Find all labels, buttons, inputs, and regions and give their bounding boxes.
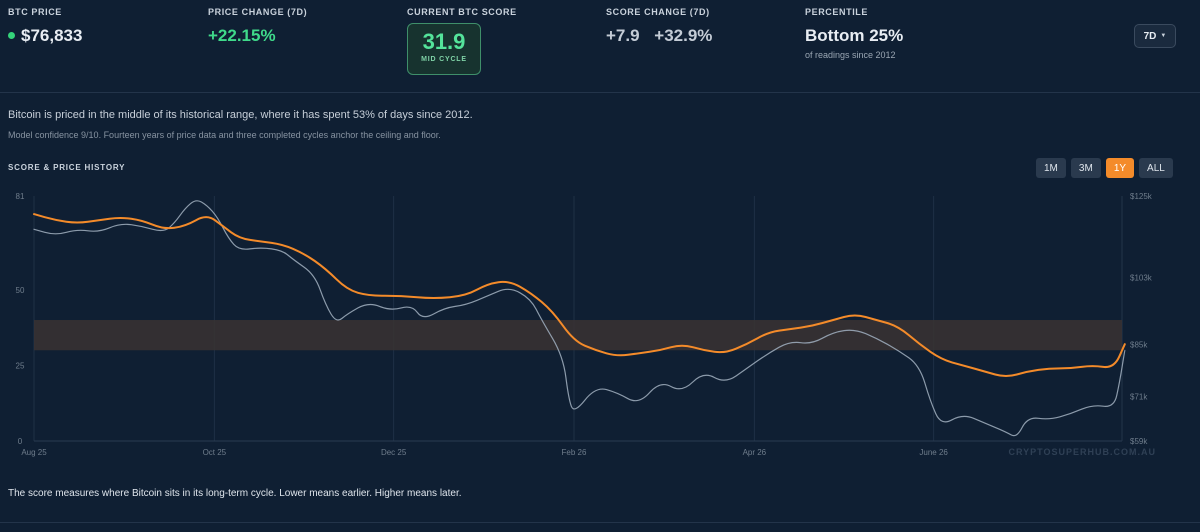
left-tick-label: 0: [18, 437, 23, 446]
score-change-value: +7.9 +32.9%: [606, 26, 712, 46]
range-button-3m[interactable]: 3M: [1070, 158, 1101, 178]
live-dot-icon: [8, 32, 15, 39]
btc-price-text: $76,833: [21, 26, 83, 45]
description-line2: Model confidence 9/10. Fourteen years of…: [8, 130, 441, 140]
range-button-1y[interactable]: 1Y: [1105, 158, 1135, 178]
right-tick-label: $125k: [1130, 192, 1153, 201]
period-dropdown-label: 7D: [1143, 30, 1157, 42]
percentile-sub: of readings since 2012: [805, 50, 896, 60]
range-button-all[interactable]: ALL: [1139, 158, 1173, 178]
range-button-1m[interactable]: 1M: [1036, 158, 1066, 178]
score-line: [33, 213, 1126, 377]
description-line1: Bitcoin is priced in the middle of its h…: [8, 109, 473, 121]
right-tick-label: $59k: [1130, 437, 1148, 446]
x-tick-label: June 26: [919, 448, 948, 457]
score-value: 31.9: [422, 29, 466, 54]
mid-cycle-band: [34, 320, 1122, 351]
percentile-label: PERCENTILE: [805, 7, 869, 17]
right-tick-label: $103k: [1130, 274, 1153, 283]
x-tick-label: Aug 25: [21, 448, 47, 457]
chevron-down-icon: ▼: [1160, 33, 1167, 39]
score-badge: 31.9 MID CYCLE: [407, 23, 481, 75]
divider-bottom: [0, 522, 1200, 523]
right-tick-label: $85k: [1130, 340, 1148, 349]
x-tick-label: Oct 25: [203, 448, 227, 457]
score-price-chart: 81 50 25 0 $125k $103k $85k $71k $59k Aug 25 Oct 2…: [16, 192, 1156, 457]
current-score-label: CURRENT BTC SCORE: [407, 7, 517, 17]
watermark-text: CRYPTOSUPERHUB.COM.AU: [1008, 447, 1156, 457]
x-tick-label: Dec 25: [381, 448, 407, 457]
score-change-label: SCORE CHANGE (7D): [606, 7, 710, 17]
right-tick-label: $71k: [1130, 392, 1148, 401]
x-tick-label: Apr 26: [743, 448, 767, 457]
price-change-value: +22.15%: [208, 26, 276, 45]
period-dropdown[interactable]: 7D ▼: [1134, 24, 1176, 48]
score-change-points: +7.9: [606, 26, 640, 45]
x-tick-label: Feb 26: [562, 448, 587, 457]
price-line: [33, 200, 1126, 437]
btc-price-label: BTC PRICE: [8, 7, 62, 17]
score-change-percent: +32.9%: [654, 26, 713, 45]
range-selector: 1M 3M 1Y ALL: [1036, 158, 1173, 178]
left-tick-label: 81: [16, 192, 25, 201]
score-phase: MID CYCLE: [421, 56, 467, 63]
left-tick-label: 25: [16, 361, 25, 370]
btc-price-value: $76,833: [8, 26, 82, 46]
history-title: SCORE & PRICE HISTORY: [8, 163, 126, 172]
divider-top: [0, 92, 1200, 93]
percentile-value: Bottom 25%: [805, 26, 904, 45]
left-tick-label: 50: [16, 286, 25, 295]
footer-explanation: The score measures where Bitcoin sits in…: [8, 488, 462, 499]
price-change-label: PRICE CHANGE (7D): [208, 7, 308, 17]
